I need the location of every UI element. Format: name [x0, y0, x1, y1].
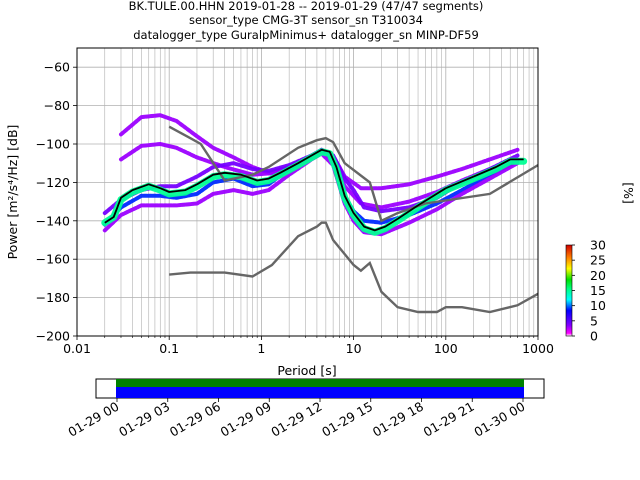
plot-frame	[76, 47, 539, 337]
x-tick-label: 1	[257, 341, 265, 356]
timeline-tick-label: 01-29 06	[167, 399, 223, 440]
y-tick-label: −180	[36, 290, 70, 305]
noise-models	[168, 125, 539, 314]
new-high-noise-model	[168, 125, 539, 223]
new-low-noise-model	[169, 221, 539, 314]
x-tick-label: 1000	[522, 341, 554, 356]
timeline-tick-label: 01-29 00	[65, 399, 121, 440]
colorbar-tick-label: 0	[590, 329, 598, 344]
colorbar-tick-label: 25	[590, 253, 606, 268]
timeline-tick-label: 01-29 03	[116, 399, 172, 440]
colorbar-tick-label: 10	[590, 298, 606, 313]
y-tick-label: −200	[36, 329, 70, 344]
colorbar-tick-label: 15	[590, 283, 606, 298]
timeline-tick-label: 01-29 15	[319, 399, 375, 440]
title-line-2: sensor_type CMG-3T sensor_sn T310034	[189, 13, 423, 27]
plot-area: 0.01 0.1 1 10 100 1000 −60 −80 −100 −120 −140 −160…	[36, 47, 554, 356]
mean-curve	[104, 148, 524, 232]
density-heatmap	[101, 113, 528, 237]
title-line-3: datalogger_type GuralpMinimus+ datalogge…	[133, 28, 479, 42]
chart-title: BK.TULE.00.HHN 2019-01-28 -- 2019-01-29 …	[129, 0, 484, 42]
coverage-bar-data	[116, 379, 524, 387]
y-tick-label: −120	[36, 175, 70, 190]
title-line-1: BK.TULE.00.HHN 2019-01-28 -- 2019-01-29 …	[129, 0, 484, 13]
y-axis-label: Power [m²/s⁴/Hz] [dB]	[5, 125, 20, 260]
x-axis-label: Period [s]	[277, 363, 336, 378]
colorbar-label: [%]	[621, 182, 636, 204]
y-tick-label: −100	[36, 137, 70, 152]
x-tick-label: 100	[434, 341, 458, 356]
y-tick-label: −80	[44, 98, 70, 113]
x-tick-label: 10	[346, 341, 362, 356]
colorbar-tick-label: 20	[590, 268, 606, 283]
x-axis-ticks: 0.01 0.1 1 10 100 1000	[63, 336, 554, 356]
x-tick-label: 0.01	[63, 341, 91, 356]
colorbar-tick-label: 5	[590, 313, 598, 328]
y-tick-label: −160	[36, 252, 70, 267]
colorbar-gradient	[565, 244, 573, 337]
y-tick-label: −60	[44, 60, 70, 75]
timeline-tick-label: 01-29 12	[268, 399, 324, 440]
x-tick-label: 0.1	[159, 341, 179, 356]
colorbar-tick-label: 30	[590, 238, 606, 253]
timeline-tick-label: 01-30 00	[471, 399, 527, 440]
density-band	[101, 148, 528, 236]
y-tick-label: −140	[36, 213, 70, 228]
mean-curve-line	[104, 148, 524, 232]
timeline-tick-label: 01-29 09	[218, 399, 274, 440]
timeline-tick-label: 01-29 21	[421, 399, 477, 440]
timeline-tick-label: 01-29 18	[370, 399, 426, 440]
coverage-bar-gaps	[116, 387, 524, 398]
y-axis-ticks: −60 −80 −100 −120 −140 −160 −180 −200	[36, 60, 77, 344]
